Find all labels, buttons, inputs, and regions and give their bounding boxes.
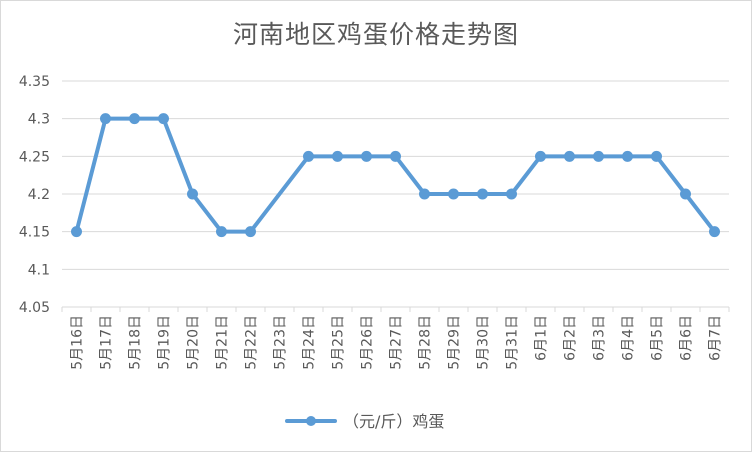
data-point	[477, 188, 488, 200]
data-point	[593, 150, 604, 162]
data-point	[361, 150, 372, 162]
x-tick-label: 5月25日	[331, 315, 347, 370]
y-tick-label: 4.35	[19, 74, 50, 90]
x-tick-label: 6月1日	[534, 315, 550, 361]
x-tick-label: 6月6日	[679, 315, 695, 361]
data-point	[535, 150, 546, 162]
data-point	[709, 226, 720, 238]
x-tick-label: 5月20日	[186, 315, 202, 370]
x-tick-label: 5月23日	[273, 315, 289, 370]
data-point	[448, 188, 459, 200]
y-tick-label: 4.3	[28, 112, 50, 128]
data-point	[332, 150, 343, 162]
legend-point-marker	[306, 416, 316, 426]
data-point	[506, 188, 517, 200]
x-tick-label: 5月18日	[128, 315, 144, 370]
y-tick-label: 4.15	[19, 225, 50, 241]
x-tick-label: 5月28日	[418, 315, 434, 370]
x-tick-label: 6月7日	[708, 315, 724, 361]
y-tick-label: 4.2	[28, 187, 50, 203]
x-tick-label: 5月22日	[244, 315, 260, 370]
data-point	[245, 226, 256, 238]
x-tick-label: 5月17日	[99, 315, 115, 370]
data-point	[100, 113, 111, 125]
data-point	[390, 150, 401, 162]
x-tick-label: 5月29日	[447, 315, 463, 370]
data-point	[419, 188, 430, 200]
x-tick-label: 5月16日	[70, 315, 86, 370]
x-tick-label: 6月2日	[563, 315, 579, 361]
x-tick-label: 5月24日	[302, 315, 318, 370]
y-tick-label: 4.05	[19, 300, 50, 316]
data-point	[129, 113, 140, 125]
data-point	[158, 113, 169, 125]
series-line	[74, 116, 717, 234]
legend-label: （元/斤）鸡蛋	[343, 412, 444, 431]
y-tick-label: 4.1	[28, 262, 50, 278]
x-tick-label: 5月27日	[389, 315, 405, 370]
y-tick-label: 4.25	[19, 149, 50, 165]
data-point	[651, 150, 662, 162]
x-tick-label: 6月4日	[621, 315, 637, 361]
data-point	[622, 150, 633, 162]
chart-title: 河南地区鸡蛋价格走势图	[232, 20, 519, 49]
x-tick-label: 5月26日	[360, 315, 376, 370]
x-tick-label: 5月21日	[215, 315, 231, 370]
data-point	[71, 226, 82, 238]
x-tick-label: 5月19日	[157, 315, 173, 370]
data-point	[216, 226, 227, 238]
data-point	[187, 188, 198, 200]
data-point	[680, 188, 691, 200]
data-point	[564, 150, 575, 162]
x-tick-label: 5月30日	[476, 315, 492, 370]
x-tick-label: 5月31日	[505, 315, 521, 370]
x-tick-label: 6月3日	[592, 315, 608, 361]
data-point	[303, 150, 314, 162]
x-tick-label: 6月5日	[650, 315, 666, 361]
